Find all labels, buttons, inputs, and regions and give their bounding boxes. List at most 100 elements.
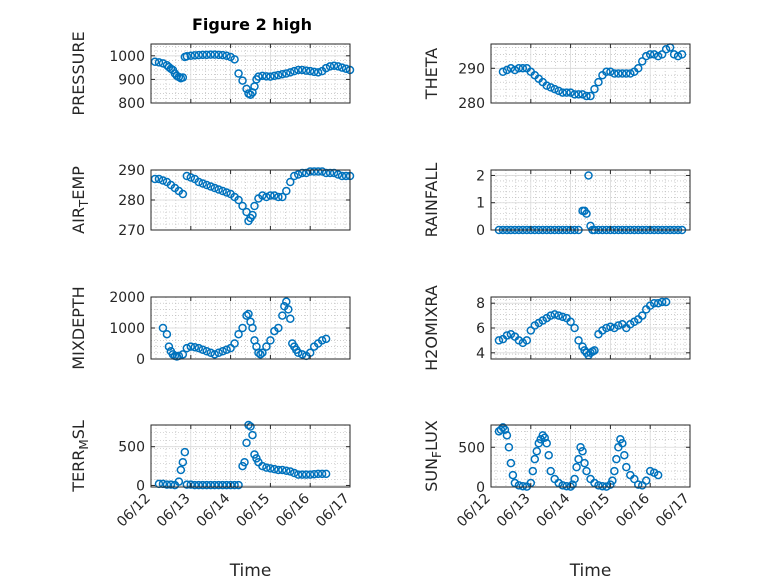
data-point [206, 348, 215, 358]
x-tick-label: 06/17 [313, 491, 353, 531]
data-point [637, 311, 647, 320]
data-point [234, 195, 243, 205]
data-point [594, 481, 603, 490]
data-point [210, 183, 219, 193]
y-tick-label: 2 [476, 168, 485, 184]
x-tick-label: 06/17 [653, 491, 693, 531]
data-point [578, 446, 587, 456]
data-point [506, 458, 516, 468]
x-axis-label: Time [569, 561, 612, 581]
data-point [186, 51, 196, 61]
y-tick-label: 0 [476, 223, 485, 239]
data-point [202, 347, 211, 356]
data-point [558, 88, 567, 97]
data-point [538, 431, 547, 440]
data-point [325, 62, 335, 71]
data-point [194, 50, 204, 60]
data-point [242, 438, 251, 448]
data-point [278, 465, 287, 475]
x-tick-label: 06/13 [154, 491, 194, 531]
data-point [284, 305, 293, 314]
data-point [162, 329, 172, 339]
data-point [502, 431, 512, 440]
y-tick-label: 1000 [109, 49, 145, 65]
data-point [546, 83, 555, 92]
y-axis-label-3: AIRTEMP [69, 166, 91, 234]
data-point [669, 50, 679, 59]
x-tick-label: 06/16 [273, 490, 313, 530]
data-point [317, 167, 327, 176]
axes-box [490, 43, 691, 104]
data-point [510, 65, 520, 75]
data-point [234, 329, 243, 339]
data-point [620, 450, 629, 460]
y-axis-label-1: PRESSURE [69, 31, 88, 115]
figure-title: Figure 2 high [192, 15, 312, 34]
data-point [162, 480, 172, 489]
data-point [608, 476, 617, 485]
data-point [274, 192, 283, 202]
data-point [254, 72, 263, 81]
data-point [502, 331, 512, 340]
data-point [504, 443, 514, 452]
subplot-1: 800 900 1000 PRESSURE [69, 31, 355, 116]
data-point [630, 474, 639, 484]
data-point [566, 317, 575, 327]
data-point [246, 422, 255, 431]
data-point [282, 466, 291, 475]
subplot-5: 0 1000 2000 MIXDEPTH [69, 286, 351, 370]
data-point [282, 297, 291, 306]
data-series [154, 420, 331, 490]
data-point [194, 343, 204, 353]
data-point [198, 50, 207, 60]
y-tick-label: 900 [118, 72, 145, 88]
data-point [274, 465, 283, 475]
data-point [194, 480, 204, 490]
data-point [290, 66, 299, 76]
data-point [321, 63, 331, 73]
data-point [230, 339, 239, 348]
y-tick-label: 8 [476, 296, 485, 312]
data-point [534, 439, 544, 448]
data-series [158, 297, 331, 361]
data-point [657, 297, 667, 307]
data-point [677, 50, 687, 59]
data-point [317, 469, 327, 479]
x-tick-label: 06/16 [613, 490, 653, 530]
data-point [158, 59, 168, 68]
data-point [550, 84, 559, 94]
y-axis-label-7: TERRMSL [69, 420, 91, 493]
data-point [258, 71, 267, 81]
data-point [270, 191, 279, 200]
x-tick-label: 06/15 [573, 491, 613, 531]
data-point [590, 346, 599, 355]
data-point [286, 467, 295, 476]
y-tick-label: 280 [458, 96, 485, 112]
y-tick-label: 500 [458, 440, 485, 456]
data-point [297, 350, 307, 359]
x-axis-label: Time [229, 561, 272, 581]
y-tick-label: 290 [458, 61, 485, 77]
data-point [274, 70, 283, 80]
data-point [333, 170, 343, 179]
data-point [661, 297, 671, 307]
plot-area [491, 425, 690, 487]
data-point [206, 50, 215, 59]
data-point [248, 210, 257, 220]
major-grid [491, 170, 690, 230]
data-point [618, 69, 627, 78]
data-point [309, 469, 319, 479]
data-point [222, 188, 231, 197]
data-point [568, 480, 577, 489]
data-point [546, 466, 555, 476]
data-point [598, 481, 607, 491]
minor-grid [151, 425, 350, 487]
data-point [544, 450, 553, 460]
data-point [262, 72, 271, 81]
data-series [494, 423, 663, 491]
data-point [278, 69, 287, 79]
data-point [214, 185, 223, 194]
data-point [301, 66, 311, 75]
data-point [641, 476, 651, 485]
